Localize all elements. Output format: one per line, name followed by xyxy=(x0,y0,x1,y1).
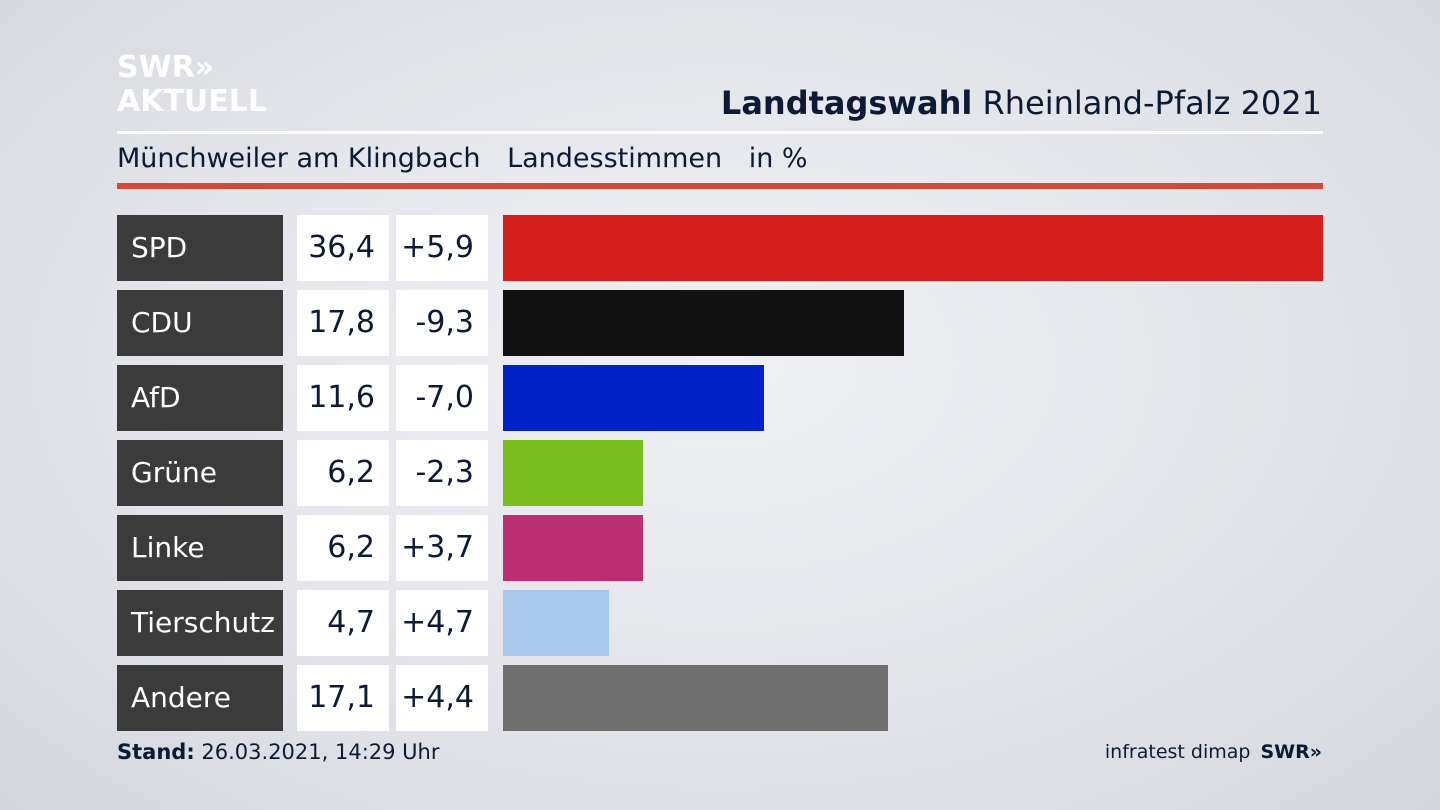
chart-subtitle: Münchweiler am Klingbach Landesstimmen i… xyxy=(117,143,826,174)
value-label: 11,6 xyxy=(297,365,389,431)
value-label: 6,2 xyxy=(297,515,389,581)
chart-row: SPD 36,4 +5,9 xyxy=(117,215,1323,281)
diff-label: +4,7 xyxy=(396,590,488,656)
chart-title: Landtagswahl Rheinland-Pfalz 2021 xyxy=(721,84,1322,122)
party-label: CDU xyxy=(117,290,283,356)
party-label: AfD xyxy=(117,365,283,431)
party-label: Linke xyxy=(117,515,283,581)
chart-row: Andere 17,1 +4,4 xyxy=(117,665,1323,731)
bar xyxy=(503,440,643,506)
source-credit: infratest dimap SWR» xyxy=(1105,741,1322,763)
logo-line-2: AKTUELL xyxy=(117,84,268,119)
title-bold: Landtagswahl xyxy=(720,84,973,122)
results-bar-chart: SPD 36,4 +5,9 CDU 17,8 -9,3 AfD 11,6 -7,0 Grüne 6,… xyxy=(117,215,1323,731)
value-label: 36,4 xyxy=(297,215,389,281)
title-rest: Rheinland-Pfalz 2021 xyxy=(972,84,1322,122)
logo-line-1: SWR» xyxy=(117,50,215,85)
stand-value: 26.03.2021, 14:29 Uhr xyxy=(194,740,440,764)
diff-label: -2,3 xyxy=(396,440,488,506)
bar xyxy=(503,290,904,356)
bar xyxy=(503,365,765,431)
diff-label: +3,7 xyxy=(396,515,488,581)
timestamp: Stand: 26.03.2021, 14:29 Uhr xyxy=(117,740,440,764)
bar xyxy=(503,590,609,656)
source-name: infratest dimap xyxy=(1104,741,1251,763)
diff-label: -9,3 xyxy=(396,290,488,356)
header-divider xyxy=(117,131,1323,134)
chart-row: Tierschutz 4,7 +4,7 xyxy=(117,590,1323,656)
subtitle-location: Münchweiler am Klingbach xyxy=(117,143,481,174)
chart-row: AfD 11,6 -7,0 xyxy=(117,365,1323,431)
chart-row: Grüne 6,2 -2,3 xyxy=(117,440,1323,506)
stand-label: Stand: xyxy=(117,740,195,764)
subtitle-divider xyxy=(117,183,1323,189)
value-label: 4,7 xyxy=(297,590,389,656)
party-label: SPD xyxy=(117,215,283,281)
party-label: Grüne xyxy=(117,440,283,506)
value-label: 17,1 xyxy=(297,665,389,731)
diff-label: +5,9 xyxy=(396,215,488,281)
subtitle-measure: Landesstimmen xyxy=(507,143,723,174)
value-label: 17,8 xyxy=(297,290,389,356)
bar xyxy=(503,215,1323,281)
bar xyxy=(503,515,643,581)
party-label: Andere xyxy=(117,665,283,731)
bar xyxy=(503,665,889,731)
diff-label: +4,4 xyxy=(396,665,488,731)
value-label: 6,2 xyxy=(297,440,389,506)
swr-aktuell-logo: SWR» AKTUELL xyxy=(117,53,267,117)
chart-row: Linke 6,2 +3,7 xyxy=(117,515,1323,581)
diff-label: -7,0 xyxy=(396,365,488,431)
party-label: Tierschutz xyxy=(117,590,283,656)
chart-row: CDU 17,8 -9,3 xyxy=(117,290,1323,356)
source-brand: SWR» xyxy=(1260,741,1322,763)
subtitle-unit: in % xyxy=(748,143,808,174)
